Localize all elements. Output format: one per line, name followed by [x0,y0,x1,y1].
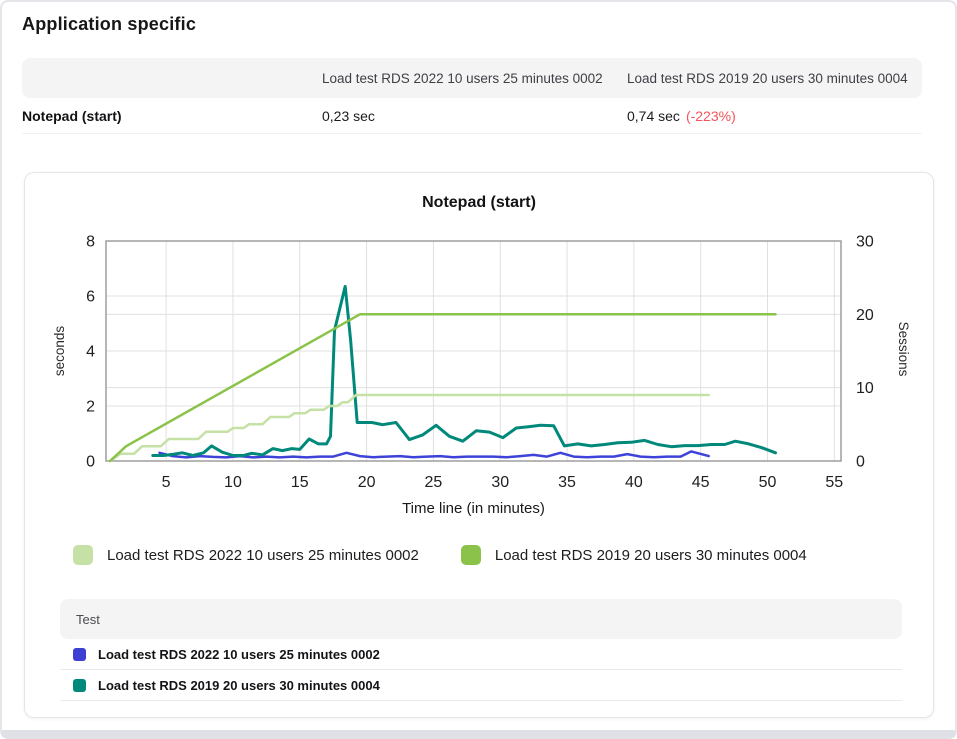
comparison-col-test2: Load test RDS 2019 20 users 30 minutes 0… [627,70,908,86]
test-row-1[interactable]: Load test RDS 2022 10 users 25 minutes 0… [60,639,902,670]
left-axis-tick: 4 [86,344,95,361]
legend-swatch-test2 [460,545,481,565]
metric-value-text: 0,74 sec [627,107,680,124]
metric-name: Notepad (start) [22,107,122,124]
test-swatch-test1 [73,647,86,661]
series-line-3 [108,313,777,463]
x-axis-tick: 40 [625,474,643,491]
x-axis-tick: 35 [558,474,576,491]
left-axis-tick: 6 [86,289,95,306]
right-axis-tick: 30 [856,234,874,251]
x-axis-tick: 30 [491,474,509,491]
delta-badge: (-223%) [685,107,736,124]
page-title: Application specific [22,14,197,34]
series-line-1 [151,284,777,457]
right-axis-tick: 10 [856,380,874,397]
right-axis-tick: 0 [856,454,865,471]
test-table-header: Test [60,599,902,639]
x-axis-tick: 50 [759,474,777,491]
comparison-table-row: Notepad (start) 0,23 sec 0,74 sec (-223%) [22,98,922,134]
chart-legend: Load test RDS 2022 10 users 25 minutes 0… [73,545,913,565]
test-label-test1: Load test RDS 2022 10 users 25 minutes 0… [98,646,380,662]
left-axis-tick: 0 [86,454,95,471]
legend-item-test1[interactable]: Load test RDS 2022 10 users 25 minutes 0… [73,545,419,565]
metric-value-test1: 0,23 sec [322,107,375,124]
left-axis-tick: 2 [86,399,95,416]
line-chart: 0 2 4 6 8 0 10 20 30 5 10 15 20 25 30 35 40 45 50 55 Time li… [52,234,911,518]
test-table: Test Load test RDS 2022 10 users 25 minu… [60,599,902,701]
test-label-test2: Load test RDS 2019 20 users 30 minutes 0… [98,677,380,693]
x-axis-tick: 10 [224,474,242,491]
x-axis-tick: 15 [291,474,309,491]
test-swatch-test2 [73,678,86,692]
x-axis-tick: 20 [358,474,376,491]
x-axis-tick: 45 [692,474,710,491]
legend-item-test2[interactable]: Load test RDS 2019 20 users 30 minutes 0… [460,545,807,565]
comparison-table-header: Load test RDS 2022 10 users 25 minutes 0… [22,58,922,98]
right-axis-tick: 20 [856,307,874,324]
chart-title: Notepad (start) [422,194,536,211]
x-axis-tick: 55 [825,474,843,491]
plot-border [105,240,842,462]
comparison-col-test1: Load test RDS 2022 10 users 25 minutes 0… [322,70,603,86]
legend-label-test2: Load test RDS 2019 20 users 30 minutes 0… [494,546,807,564]
chart-card: Notepad (start) 0 2 4 6 8 0 10 20 30 5 10 15 20 25 30 3… [24,172,934,718]
y-axis-label-left: seconds [52,326,67,377]
series-line-2 [108,393,710,463]
x-axis-tick: 25 [425,474,443,491]
y-axis-label-right: Sessions [896,322,911,377]
legend-label-test1: Load test RDS 2022 10 users 25 minutes 0… [107,546,419,564]
legend-swatch-test1 [73,545,93,565]
series-line-0 [158,450,710,459]
metric-value-test2: 0,74 sec (-223%) [627,108,922,124]
test-row-2[interactable]: Load test RDS 2019 20 users 30 minutes 0… [60,670,902,701]
x-axis-tick: 5 [162,474,171,491]
left-axis-tick: 8 [86,234,95,251]
x-axis-label: Time line (in minutes) [402,500,545,517]
